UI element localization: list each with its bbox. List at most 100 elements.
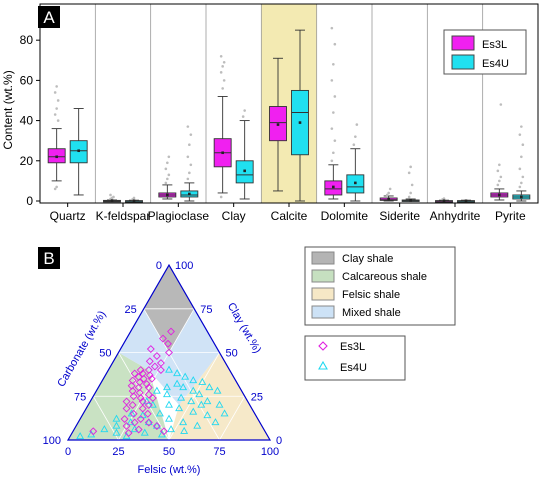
- outlier-es3l-clay: [222, 60, 226, 64]
- point-es3l: [146, 345, 155, 353]
- point-es3l: [129, 392, 138, 401]
- point-es3l: [124, 429, 133, 437]
- point-es3l: [156, 366, 165, 374]
- point-es3l: [144, 401, 153, 409]
- point-es3l: [139, 374, 148, 383]
- outlier-es3l-pyrite: [499, 103, 503, 106]
- mean-es4u-siderite: [409, 199, 412, 202]
- point-es3l: [138, 404, 147, 413]
- x-tick-label-pyrite: Pyrite: [495, 209, 526, 223]
- outlier-es3l-clay: [219, 195, 223, 199]
- mean-es4u-quartz: [77, 149, 80, 153]
- point-es3l: [130, 418, 139, 427]
- tick-felsic: 100: [261, 446, 279, 458]
- point-es4u: [165, 414, 173, 422]
- point-es4u: [173, 379, 182, 387]
- y-tick-label: 0: [26, 194, 33, 208]
- outlier-es4u-pyrite: [518, 133, 522, 136]
- point-es4u: [189, 376, 198, 384]
- point-es3l: [120, 415, 129, 423]
- outlier-es3l-clay: [219, 54, 223, 58]
- point-es3l: [143, 409, 152, 418]
- region-mixed-shale: [118, 308, 220, 406]
- outlier-es3l-plagioclase: [166, 161, 169, 165]
- outlier-es3l-clay: [222, 79, 226, 82]
- mean-es3l-plagioclase: [166, 193, 169, 197]
- ternary-outline: [66, 263, 272, 441]
- outlier-es4u-plagioclase: [186, 177, 190, 181]
- region-label-mixed-shale: Mixed shale: [342, 307, 401, 319]
- point-es4u: [76, 432, 85, 440]
- mean-es3l-pyrite: [498, 193, 501, 197]
- mean-es4u-calcite: [298, 121, 302, 124]
- outlier-es4u-dolomite: [352, 143, 356, 147]
- point-es4u: [180, 426, 189, 434]
- outlier-es3l-quartz: [55, 185, 58, 189]
- region-label-felsic-shale: Felsic shale: [342, 289, 400, 301]
- mean-es3l-siderite: [387, 197, 390, 201]
- tick-carbonate: 50: [99, 348, 111, 360]
- x-tick-label-plagioclase: Plagioclase: [148, 209, 210, 223]
- point-es4u: [220, 409, 229, 417]
- outlier-es3l-siderite: [385, 193, 389, 197]
- point-es4u: [173, 369, 182, 377]
- tick-clay: 25: [251, 391, 263, 403]
- mean-es3l-clay: [221, 151, 224, 155]
- x-tick-label-dolomite: Dolomite: [321, 209, 369, 223]
- ternary-points: [76, 327, 229, 440]
- outlier-es3l-quartz: [55, 85, 58, 88]
- panel-label-a: A: [38, 6, 60, 28]
- outlier-es3l-siderite: [388, 187, 392, 191]
- legend-label-es4u: Es4U: [482, 58, 509, 70]
- tick-clay: 75: [200, 304, 212, 316]
- mean-es4u-plagioclase: [188, 192, 191, 196]
- outlier-es4u-pyrite: [520, 155, 523, 159]
- point-es3l: [152, 352, 161, 360]
- point-es4u: [197, 400, 206, 408]
- point-es3l: [145, 357, 154, 366]
- outlier-es3l-dolomite: [330, 79, 334, 82]
- point-es3l: [136, 366, 145, 374]
- region-legend: Clay shale Calcareous shale Felsic shale…: [304, 246, 456, 326]
- point-es4u: [152, 386, 161, 394]
- point-es4u: [205, 383, 214, 391]
- point-es4u: [213, 386, 222, 394]
- outlier-es3l-pyrite: [499, 175, 503, 179]
- outlier-es4u-plagioclase: [188, 171, 191, 175]
- outlier-es3l-clay: [221, 87, 224, 90]
- tick-carbonate: 25: [125, 304, 137, 316]
- svg-text:B: B: [43, 249, 54, 268]
- boxes: [47, 89, 531, 203]
- y-tick-label: 80: [20, 33, 34, 47]
- point-es4u: [152, 421, 161, 429]
- ternary-tick-labels: 0 0 0 25 25 25 50 50 50 75 75 75 100 100 100: [43, 260, 282, 458]
- tick-felsic: 0: [65, 446, 71, 458]
- mean-es3l-dolomite: [332, 185, 335, 189]
- point-es3l: [129, 409, 138, 418]
- outlier-es3l-pyrite: [496, 169, 500, 173]
- outlier-es3l-clay: [219, 71, 223, 74]
- point-es4u: [165, 365, 173, 373]
- point-legend: Es3L Es4U: [304, 335, 406, 381]
- point-es4u: [140, 428, 149, 436]
- point-es3l: [147, 374, 156, 383]
- outlier-es4u-pyrite: [521, 175, 525, 179]
- point-es4u: [163, 390, 171, 398]
- point-es3l: [152, 422, 161, 430]
- point-es4u: [211, 418, 220, 426]
- point-es4u: [181, 372, 190, 380]
- panel-label-b: B: [38, 247, 60, 269]
- point-es3l: [128, 401, 137, 409]
- region-swatch-clay-shale: [311, 251, 335, 265]
- legend-label-es3l-b: Es3L: [340, 341, 365, 353]
- point-es4u: [195, 390, 204, 398]
- point-es3l: [164, 339, 172, 348]
- mean-es3l-anhydrite: [442, 199, 446, 203]
- y-tick-label: 20: [20, 154, 34, 168]
- outlier-es4u-clay: [241, 115, 245, 118]
- outlier-es3l-dolomite: [333, 139, 337, 142]
- x-tick-label-k-feldspar: K-feldspar: [96, 209, 151, 223]
